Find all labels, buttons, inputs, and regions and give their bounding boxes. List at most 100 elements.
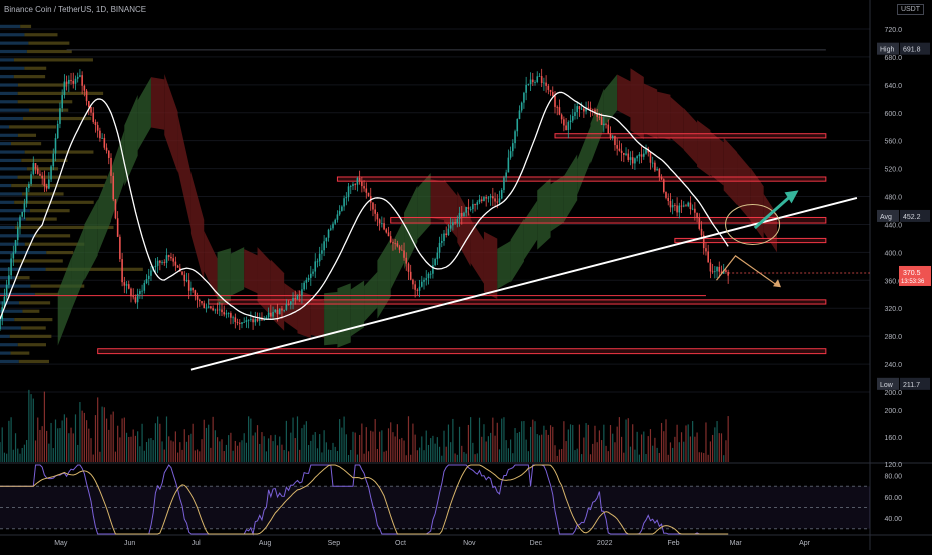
- volume-bar: [28, 389, 30, 462]
- volume-profile-bar: [0, 183, 12, 188]
- candle-body: [352, 184, 354, 187]
- volume-bar: [199, 451, 201, 462]
- candle-body: [523, 92, 525, 103]
- candle-body: [687, 202, 689, 207]
- candle-body: [682, 205, 685, 207]
- candle-body: [529, 79, 532, 85]
- price-tick-label: 280.0: [884, 334, 902, 341]
- candle-body: [147, 275, 150, 280]
- cloud-segment: [350, 280, 365, 337]
- volume-bar: [467, 424, 470, 462]
- candle-body: [68, 79, 70, 84]
- volume-profile-bar: [9, 334, 52, 338]
- volume-bar: [727, 416, 729, 462]
- volume-bar: [410, 454, 412, 462]
- price-tick-label: 480.0: [884, 195, 902, 202]
- candle-body: [70, 79, 72, 81]
- candle-body: [583, 108, 585, 112]
- volume-bar: [10, 417, 12, 462]
- candle-body: [119, 236, 121, 260]
- candle-body: [678, 205, 681, 213]
- volume-bar: [434, 443, 436, 462]
- candle-body: [341, 206, 343, 211]
- volume-bar: [314, 432, 316, 462]
- volume-profile-bar: [18, 359, 49, 364]
- level-badge-value-bg: [900, 42, 930, 55]
- candle-body: [36, 168, 39, 174]
- volume-bar: [0, 442, 1, 462]
- candle-body: [19, 216, 21, 228]
- time-axis: May Jun Jul Aug Sep Oct Nov Dec 2022 Feb Mar Apr: [54, 540, 810, 547]
- volume-bar: [501, 418, 503, 462]
- volume-bar: [485, 441, 487, 462]
- cloud-segment: [510, 218, 524, 283]
- candle-body: [254, 319, 257, 323]
- candle-body: [574, 112, 576, 116]
- volume-bar: [660, 422, 663, 462]
- volume-bar: [436, 437, 438, 462]
- volume-bar: [219, 441, 221, 462]
- volume-bar: [312, 434, 314, 462]
- volume-bar: [381, 430, 383, 462]
- candle-body: [130, 288, 132, 297]
- volume-bar: [288, 451, 290, 462]
- cloud-segment: [337, 283, 351, 348]
- candle-body: [61, 95, 63, 109]
- volume-bar: [523, 421, 525, 462]
- candle-body: [651, 162, 654, 164]
- candle-body: [607, 124, 610, 134]
- level-badge-low: Low 211.7: [877, 377, 930, 390]
- volume-bar: [225, 444, 228, 462]
- volume-bar: [88, 428, 90, 462]
- candle-body: [518, 110, 521, 119]
- volume-bar: [12, 449, 14, 462]
- volume-profile-bar: [0, 58, 14, 62]
- volume-bar: [57, 428, 59, 462]
- cloud-segment: [430, 179, 444, 221]
- volume-bar: [192, 423, 194, 462]
- volume-bar: [365, 427, 367, 462]
- cloud-segment: [111, 130, 125, 220]
- volume-bar: [707, 454, 709, 462]
- volume-bar: [117, 425, 119, 462]
- ichimoku-cloud: [57, 68, 777, 348]
- volume-bar: [316, 448, 319, 462]
- volume-profile-bar: [0, 200, 15, 204]
- volume-bar: [652, 445, 654, 462]
- candle-body: [329, 228, 332, 230]
- level-badge-high: High 691.8: [877, 42, 930, 55]
- cloud-segment: [137, 77, 151, 151]
- volume-bar: [441, 455, 443, 462]
- volume-bar: [567, 429, 569, 462]
- volume-profile-bar: [0, 351, 11, 355]
- candle-body: [494, 198, 496, 202]
- volume-bar: [128, 436, 130, 462]
- volume-profile-bar: [14, 200, 94, 204]
- currency-label[interactable]: USDT: [896, 4, 924, 15]
- volume-bar: [465, 453, 467, 462]
- candle-body: [336, 214, 339, 220]
- candle-body: [176, 265, 179, 268]
- level-badge-label: Avg: [880, 214, 892, 221]
- volume-bar: [332, 442, 334, 462]
- volume-profile-bar: [17, 100, 73, 104]
- candle-body: [167, 255, 170, 257]
- candle-body: [401, 249, 403, 251]
- volume-bar: [463, 452, 465, 462]
- volume-bar: [390, 422, 392, 462]
- volume-bar: [569, 424, 572, 462]
- symbol-title: Binance Coin / TetherUS, 1D, BINANCE: [4, 5, 147, 14]
- candle-body: [356, 177, 359, 185]
- volume-bar: [494, 435, 496, 462]
- candle-body: [551, 91, 554, 96]
- candle-body: [123, 282, 126, 286]
- candle-body: [10, 258, 12, 276]
- volume-profile-bar: [30, 284, 85, 288]
- volume-bar: [552, 426, 554, 462]
- candle-body: [185, 280, 188, 281]
- candle-body: [627, 153, 630, 160]
- candle-body: [676, 205, 678, 213]
- candle-body: [436, 252, 439, 260]
